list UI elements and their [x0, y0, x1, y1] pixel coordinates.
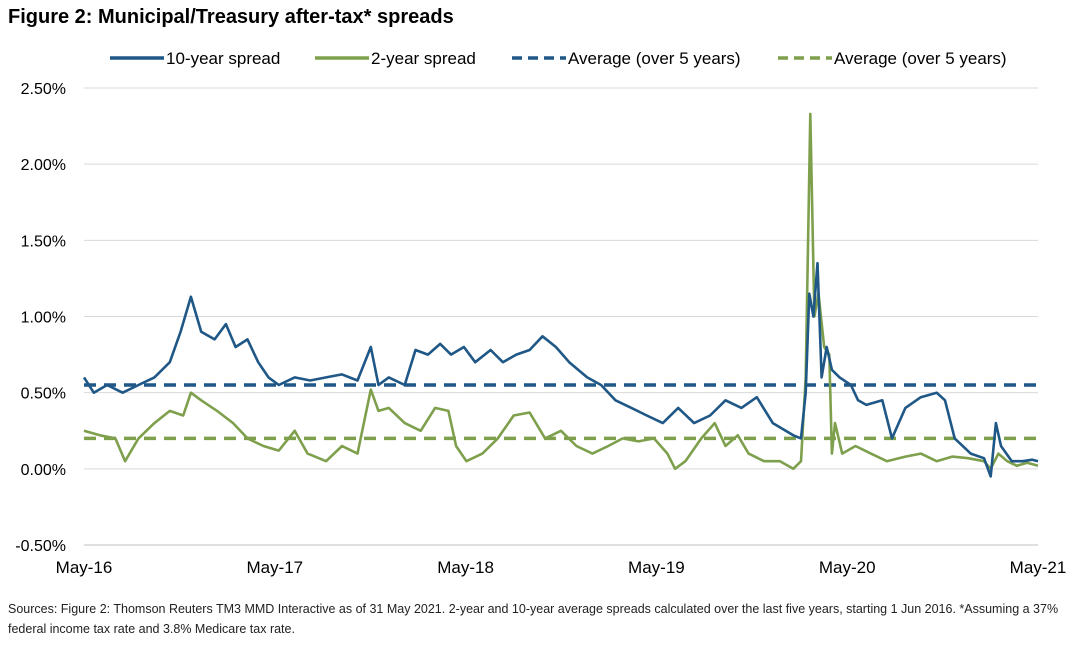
x-tick-label: May-21: [1010, 558, 1067, 577]
x-tick-label: May-17: [246, 558, 303, 577]
y-tick-label: 2.50%: [21, 81, 66, 98]
source-footnote: Sources: Figure 2: Thomson Reuters TM3 M…: [8, 602, 1059, 636]
ten-year-spread-line: [82, 261, 1039, 478]
chart-title: Figure 2: Municipal/Treasury after-tax* …: [8, 6, 454, 28]
x-axis-ticks: May-16 May-17 May-18 May-19 May-20 May-21: [56, 558, 1067, 577]
legend-label: 2-year spread: [371, 49, 476, 68]
chart-legend: 10-year spread 2-year spread Average (over…: [110, 49, 1007, 68]
y-tick-label: 1.50%: [21, 233, 66, 250]
legend-label: 10-year spread: [166, 49, 280, 68]
y-tick-label: 0.00%: [21, 462, 66, 479]
y-tick-label: -0.50%: [15, 538, 66, 555]
x-tick-label: May-19: [628, 558, 685, 577]
legend-label: Average (over 5 years): [834, 49, 1007, 68]
gridlines: [84, 87, 1038, 546]
y-axis-ticks: 2.50% 2.00% 1.50% 1.00% 0.50% 0.00% -0.50%: [15, 81, 66, 555]
x-tick-label: May-20: [819, 558, 876, 577]
legend-label: Average (over 5 years): [568, 49, 741, 68]
y-tick-label: 0.50%: [21, 386, 66, 403]
line-chart: 10-year spread 2-year spread Average (over…: [15, 49, 1067, 577]
y-tick-label: 2.00%: [21, 157, 66, 174]
two-year-spread-line: [83, 112, 1039, 471]
x-tick-label: May-16: [56, 558, 113, 577]
series-group: [82, 112, 1039, 478]
y-tick-label: 1.00%: [21, 310, 66, 327]
x-tick-label: May-18: [437, 558, 494, 577]
